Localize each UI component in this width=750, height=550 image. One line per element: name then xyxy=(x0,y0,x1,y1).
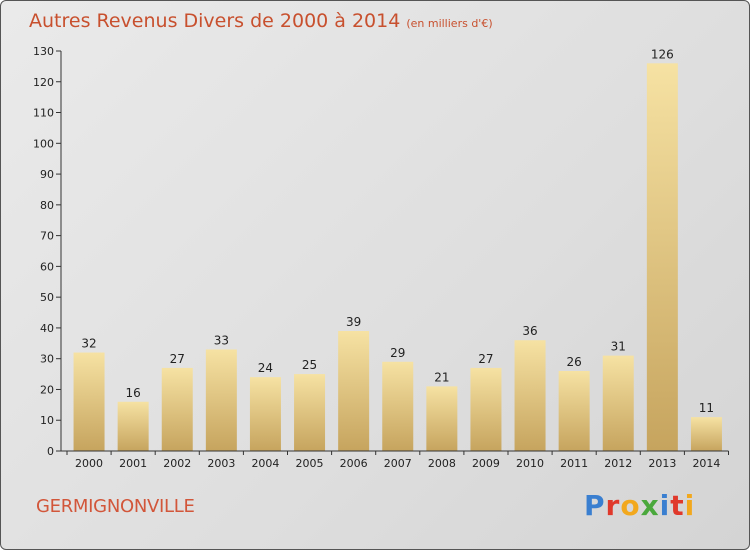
x-tick-label-2012: 2012 xyxy=(604,457,632,470)
x-tick-label-2007: 2007 xyxy=(384,457,412,470)
bar-2003 xyxy=(205,349,237,451)
logo-letter: r xyxy=(605,489,621,522)
x-tick-label-2001: 2001 xyxy=(119,457,147,470)
bars: 32 16 27 33 24 25 39 29 21 27 36 26 31 126 11 xyxy=(73,47,722,452)
y-tick-label: 60 xyxy=(40,260,54,273)
bar-2012 xyxy=(602,355,634,451)
city-name: GERMIGNONVILLE xyxy=(36,496,195,517)
value-label-2008: 21 xyxy=(434,370,449,384)
logo-letter: x xyxy=(640,489,660,522)
logo-letter: i xyxy=(659,489,671,522)
bar-2007 xyxy=(382,361,414,451)
x-tick-label-2003: 2003 xyxy=(207,457,235,470)
value-label-2003: 33 xyxy=(214,333,229,347)
y-tick-label: 20 xyxy=(40,383,54,396)
bar-2000 xyxy=(73,352,105,451)
title-text: Autres Revenus Divers de 2000 à 2014 xyxy=(29,10,401,32)
title-unit: (en milliers d'€) xyxy=(406,17,493,30)
x-tick-label-2006: 2006 xyxy=(340,457,368,470)
y-tick-label: 130 xyxy=(33,45,54,58)
bar-2013 xyxy=(646,63,678,452)
x-tick-label-2002: 2002 xyxy=(163,457,191,470)
x-axis: 2000 2001 2002 2003 2004 2005 2006 2007 2008 2009… xyxy=(61,450,729,470)
x-tick-label-2013: 2013 xyxy=(648,457,676,470)
value-label-2012: 31 xyxy=(611,340,626,354)
y-tick-label: 30 xyxy=(40,353,54,366)
x-tick-label-2000: 2000 xyxy=(75,457,103,470)
x-tick-label-2005: 2005 xyxy=(296,457,324,470)
y-axis: 0 10 20 30 40 50 60 70 80 90 100 110 120 130 xyxy=(33,45,62,458)
y-tick-label: 110 xyxy=(33,107,54,120)
value-label-2004: 24 xyxy=(258,361,273,375)
bar-2001 xyxy=(117,401,149,451)
bar-2014 xyxy=(690,417,722,451)
proxiti-logo: Proxiti xyxy=(584,489,695,522)
value-label-2005: 25 xyxy=(302,358,317,372)
value-label-2009: 27 xyxy=(478,352,493,366)
bar-2009 xyxy=(470,367,502,451)
value-label-2014: 11 xyxy=(699,401,714,415)
y-tick-label: 90 xyxy=(40,168,54,181)
value-label-2013: 126 xyxy=(651,47,674,61)
y-tick-label: 120 xyxy=(33,76,54,89)
logo-letter: o xyxy=(620,489,641,522)
bar-2008 xyxy=(426,386,458,451)
y-tick-label: 80 xyxy=(40,199,54,212)
bar-2006 xyxy=(338,331,370,451)
value-label-2001: 16 xyxy=(126,386,141,400)
bar-2011 xyxy=(558,371,590,451)
logo-letter: i xyxy=(684,489,696,522)
bar-2005 xyxy=(294,374,326,451)
y-tick-label: 70 xyxy=(40,230,54,243)
value-label-2007: 29 xyxy=(390,346,405,360)
y-tick-label: 40 xyxy=(40,322,54,335)
bar-2002 xyxy=(161,367,193,451)
x-tick-label-2014: 2014 xyxy=(692,457,720,470)
y-tick-label: 10 xyxy=(40,414,54,427)
bar-2010 xyxy=(514,340,546,451)
logo-letter: P xyxy=(584,489,606,522)
x-tick-label-2009: 2009 xyxy=(472,457,500,470)
y-tick-label: 50 xyxy=(40,291,54,304)
logo-letter: t xyxy=(670,489,685,522)
value-label-2006: 39 xyxy=(346,315,361,329)
y-tick-label: 100 xyxy=(33,137,54,150)
x-tick-label-2010: 2010 xyxy=(516,457,544,470)
value-label-2010: 36 xyxy=(522,324,537,338)
chart-title: Autres Revenus Divers de 2000 à 2014 (en … xyxy=(29,10,493,32)
value-label-2011: 26 xyxy=(567,355,582,369)
y-tick-label: 0 xyxy=(47,445,54,458)
bar-2004 xyxy=(249,377,281,451)
x-tick-label-2011: 2011 xyxy=(560,457,588,470)
x-tick-label-2004: 2004 xyxy=(251,457,279,470)
value-label-2000: 32 xyxy=(81,337,96,351)
value-label-2002: 27 xyxy=(170,352,185,366)
x-tick-label-2008: 2008 xyxy=(428,457,456,470)
